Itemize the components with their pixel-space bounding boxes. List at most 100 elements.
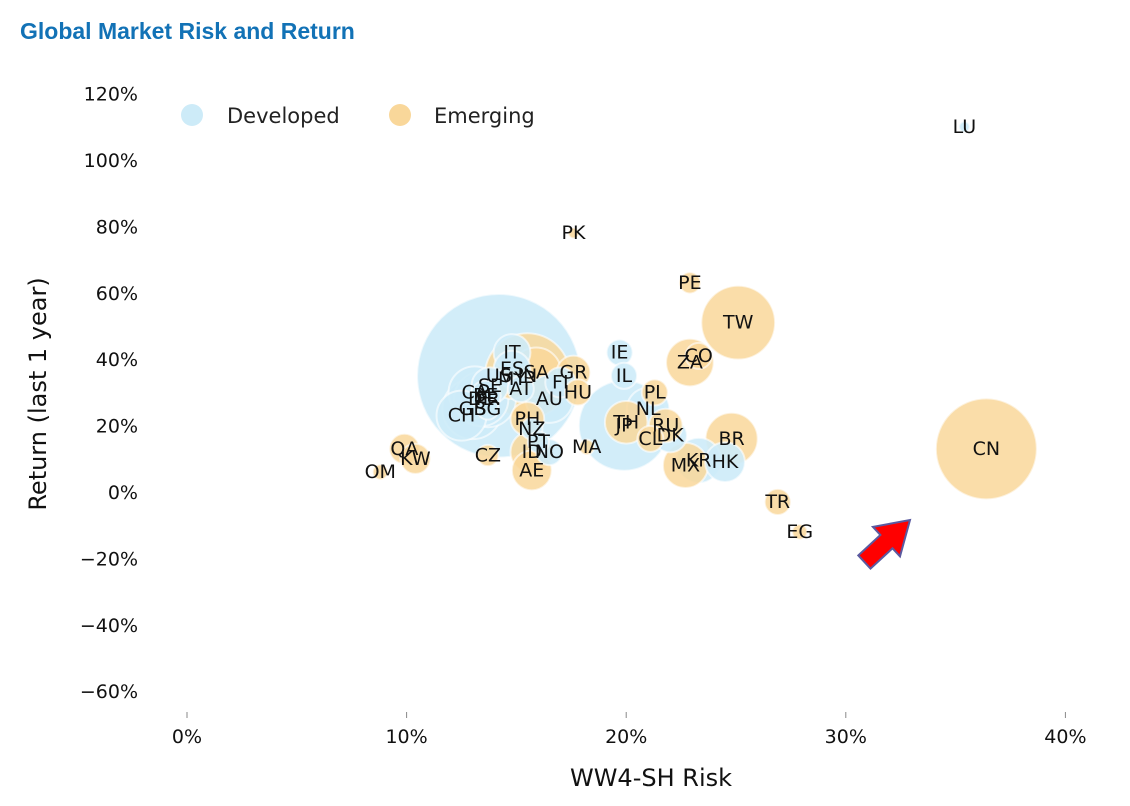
bubble-pe bbox=[678, 271, 702, 295]
point-label-za: ZA bbox=[677, 352, 703, 374]
bubble-hu bbox=[563, 378, 592, 407]
red-arrow-annotation bbox=[856, 518, 912, 571]
y-tick-label: 80% bbox=[96, 216, 138, 238]
bubble-lu bbox=[958, 120, 971, 134]
legend-label-emerging: Emerging bbox=[434, 104, 535, 128]
legend-label-developed: Developed bbox=[227, 104, 340, 128]
y-tick-label: 120% bbox=[84, 84, 138, 106]
point-label-mx: MX bbox=[671, 454, 700, 476]
y-tick-label: 100% bbox=[84, 150, 138, 172]
point-label-de: DE bbox=[468, 388, 495, 410]
point-label-sg: SG bbox=[474, 398, 501, 420]
bubble-il bbox=[609, 361, 639, 390]
bubble-tw bbox=[700, 284, 777, 361]
point-label-gr: GR bbox=[560, 361, 588, 383]
point-label-at: AT bbox=[509, 378, 533, 400]
bubble-ma bbox=[578, 438, 596, 456]
point-label-ie: IE bbox=[611, 342, 629, 364]
bubble-hk bbox=[704, 441, 746, 484]
point-label-nl: NL bbox=[636, 398, 661, 420]
legend: Developed Emerging bbox=[181, 104, 535, 128]
bubble-tr bbox=[763, 487, 792, 516]
point-label-cn: CN bbox=[973, 438, 1000, 460]
bubble-cz bbox=[476, 443, 500, 468]
arrow-icon bbox=[856, 518, 912, 571]
y-axis-ticks: 120% 100% 80% 60% 40% 20% 0% −20% −40% −60% bbox=[80, 84, 138, 704]
point-label-th: TH bbox=[612, 411, 639, 433]
point-label-tr: TR bbox=[764, 491, 790, 513]
point-label-jp: JP bbox=[614, 415, 632, 437]
x-axis-ticks: 0% 10% 20% 30% 40% bbox=[172, 712, 1087, 748]
point-label-kr: KR bbox=[686, 449, 712, 471]
y-axis-title: Return (last 1 year) bbox=[24, 277, 52, 510]
point-label-in: IN bbox=[517, 365, 537, 387]
point-label-it: IT bbox=[503, 342, 521, 364]
point-label-ae: AE bbox=[519, 459, 544, 481]
point-label-hk: HK bbox=[712, 451, 739, 473]
point-label-cl: CL bbox=[638, 428, 662, 450]
x-tick-label: 10% bbox=[385, 726, 427, 748]
point-label-pk: PK bbox=[562, 222, 586, 244]
point-label-eg: EG bbox=[786, 521, 813, 543]
bubble-th bbox=[603, 399, 649, 445]
bubble-pt bbox=[526, 430, 551, 454]
point-label-ph: PH bbox=[515, 408, 541, 430]
bubble-cl bbox=[636, 424, 665, 453]
point-label-be: BE bbox=[473, 385, 498, 407]
bubble-pl bbox=[640, 378, 669, 407]
point-label-au: AU bbox=[536, 388, 563, 410]
point-label-my: MY bbox=[498, 368, 526, 390]
y-tick-label: 0% bbox=[108, 482, 138, 504]
y-tick-label: −20% bbox=[80, 548, 138, 570]
legend-swatch-emerging bbox=[389, 104, 411, 126]
point-label-tw: TW bbox=[722, 312, 754, 334]
bubble-at bbox=[506, 375, 535, 404]
point-label-us: US bbox=[486, 365, 512, 387]
point-label-pt: PT bbox=[527, 431, 550, 453]
legend-swatch-developed bbox=[181, 104, 203, 126]
x-tick-label: 20% bbox=[605, 726, 647, 748]
bubble-pk bbox=[567, 226, 580, 240]
point-label-ru: RU bbox=[652, 415, 679, 437]
point-label-dk: DK bbox=[657, 425, 685, 447]
point-label-br: BR bbox=[718, 428, 744, 450]
bubble-om bbox=[371, 463, 389, 481]
point-label-om: OM bbox=[365, 461, 396, 483]
x-tick-label: 0% bbox=[172, 726, 202, 748]
x-tick-label: 30% bbox=[825, 726, 867, 748]
point-label-ma: MA bbox=[572, 436, 601, 458]
y-tick-label: 60% bbox=[96, 283, 138, 305]
point-label-qa: QA bbox=[390, 438, 418, 460]
bubble-co bbox=[684, 341, 713, 370]
point-label-id: ID bbox=[522, 441, 542, 463]
y-tick-label: 40% bbox=[96, 349, 138, 371]
x-axis-title: WW4-SH Risk bbox=[570, 764, 732, 792]
point-label-fi: FI bbox=[552, 371, 569, 393]
y-tick-label: 20% bbox=[96, 416, 138, 438]
point-label-ch: CH bbox=[448, 405, 476, 427]
point-label-lu: LU bbox=[953, 116, 977, 138]
y-tick-label: −40% bbox=[80, 615, 138, 637]
point-label-sa: SA bbox=[523, 361, 548, 383]
point-label-ca: CA bbox=[462, 381, 488, 403]
point-label-es: ES bbox=[500, 358, 524, 380]
point-label-hu: HU bbox=[564, 381, 592, 403]
bubble-eg bbox=[791, 523, 809, 541]
bubble-layer bbox=[371, 120, 1038, 541]
x-tick-label: 40% bbox=[1044, 726, 1086, 748]
point-label-fr: FR bbox=[476, 388, 500, 410]
point-label-il: IL bbox=[616, 365, 633, 387]
point-label-kw: KW bbox=[400, 448, 431, 470]
point-label-pl: PL bbox=[644, 381, 666, 403]
point-label-se: SE bbox=[478, 375, 502, 397]
bubble-kw bbox=[399, 442, 432, 475]
y-tick-label: −60% bbox=[80, 681, 138, 703]
point-label-co: CO bbox=[685, 345, 713, 367]
chart-title: Global Market Risk and Return bbox=[20, 18, 355, 44]
bubble-sg bbox=[476, 397, 500, 421]
point-label-gb: GB bbox=[459, 398, 487, 420]
point-label-cz: CZ bbox=[475, 444, 501, 466]
bubble-cn bbox=[934, 397, 1038, 501]
